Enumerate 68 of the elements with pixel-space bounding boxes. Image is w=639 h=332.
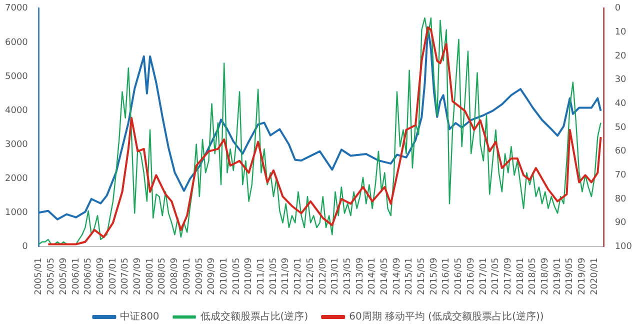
x-tick-label: 2018/01 <box>516 258 526 295</box>
x-tick-label: 2011/05 <box>268 258 279 295</box>
x-tick-label: 2020/01 <box>590 258 600 295</box>
x-tick-label: 2010/05 <box>232 258 242 295</box>
x-tick-label: 2010/01 <box>219 258 230 295</box>
x-tick-label: 2013/09 <box>355 257 366 295</box>
x-tick-label: 2010/09 <box>244 257 254 295</box>
y2-tick-label: 20 <box>614 51 627 62</box>
y2-tick-label: 40 <box>614 99 627 110</box>
y-tick-label: 3000 <box>5 140 28 150</box>
x-tick-label: 2006/05 <box>84 258 94 295</box>
x-tick-label: 2015/09 <box>429 257 440 295</box>
x-tick-label: 2013/05 <box>342 258 353 295</box>
x-tick-label: 2018/09 <box>540 257 551 295</box>
x-tick-label: 2005/05 <box>46 258 57 295</box>
y-tick-label: 0 <box>22 242 28 252</box>
y-tick-label: 2000 <box>5 174 28 184</box>
x-tick-label: 2009/01 <box>182 258 192 295</box>
x-tick-label: 2016/01 <box>442 258 452 295</box>
x-tick-label: 2008/05 <box>158 258 168 295</box>
x-tick-label: 2018/05 <box>528 258 538 295</box>
x-tick-label: 2007/09 <box>133 257 144 295</box>
legend-label: 60周期 移动平均 (低成交额股票占比(逆序)) <box>349 310 544 323</box>
x-tick-label: 2006/01 <box>71 258 82 295</box>
y-tick-label: 6000 <box>5 38 28 48</box>
y2-tick-label: 100 <box>614 242 632 252</box>
x-tick-label: 2011/01 <box>256 258 267 295</box>
x-tick-label: 2017/09 <box>503 257 514 295</box>
x-tick-label: 2014/09 <box>392 257 402 295</box>
x-tick-label: 2005/01 <box>34 258 44 295</box>
x-tick-label: 2012/01 <box>294 258 304 295</box>
x-tick-label: 2009/05 <box>194 258 205 295</box>
x-tick-label: 2008/09 <box>170 257 180 295</box>
x-tick-label: 2013/01 <box>330 258 341 295</box>
x-tick-label: 2007/05 <box>120 258 131 295</box>
y2-tick-label: 80 <box>614 194 627 204</box>
x-tick-label: 2009/09 <box>207 257 218 295</box>
x-tick-label: 2016/05 <box>454 258 464 295</box>
y-tick-label: 5000 <box>5 72 28 82</box>
x-tick-label: 2012/05 <box>306 258 316 295</box>
y-tick-label: 1000 <box>5 208 28 218</box>
x-tick-label: 2012/09 <box>318 257 328 295</box>
x-tick-label: 2019/09 <box>578 257 588 295</box>
x-tick-label: 2014/05 <box>380 258 390 295</box>
y2-tick-label: 70 <box>614 170 627 180</box>
x-tick-label: 2017/01 <box>478 258 489 295</box>
y2-tick-label: 50 <box>614 122 627 133</box>
y2-tick-label: 60 <box>614 146 627 157</box>
x-tick-label: 2014/01 <box>368 258 378 295</box>
x-tick-label: 2019/05 <box>565 258 576 295</box>
x-tick-label: 2016/09 <box>466 257 476 295</box>
x-tick-label: 2017/05 <box>491 258 502 295</box>
y2-tick-label: 0 <box>614 4 621 14</box>
y2-tick-label: 10 <box>614 28 627 38</box>
x-tick-label: 2019/01 <box>552 258 563 295</box>
y2-tick-label: 30 <box>614 75 627 86</box>
x-tick-label: 2015/05 <box>417 258 428 295</box>
y2-tick-label: 90 <box>614 218 627 228</box>
x-tick-label: 2006/09 <box>96 257 106 295</box>
x-tick-label: 2008/01 <box>145 258 156 295</box>
x-tick-label: 2015/01 <box>404 258 415 295</box>
legend-label: 中证800 <box>120 310 160 323</box>
x-tick-label: 2011/09 <box>281 257 292 295</box>
x-tick-label: 2007/01 <box>108 258 118 295</box>
y-tick-label: 4000 <box>5 106 28 116</box>
x-tick-label: 2005/09 <box>58 257 69 295</box>
legend-label: 低成交额股票占比(逆序) <box>200 310 308 323</box>
y-tick-label: 7000 <box>5 4 28 14</box>
